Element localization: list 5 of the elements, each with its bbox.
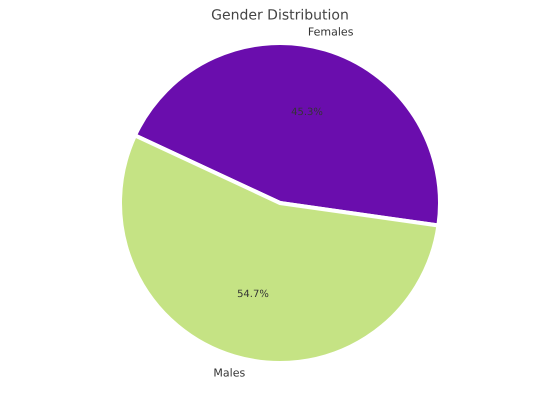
data-label: 54.7% xyxy=(237,289,269,300)
slice-label: Females xyxy=(308,25,354,38)
chart-title: Gender Distribution xyxy=(211,7,349,24)
data-label: 45.3% xyxy=(291,106,323,118)
slice-label: Males xyxy=(213,366,246,380)
